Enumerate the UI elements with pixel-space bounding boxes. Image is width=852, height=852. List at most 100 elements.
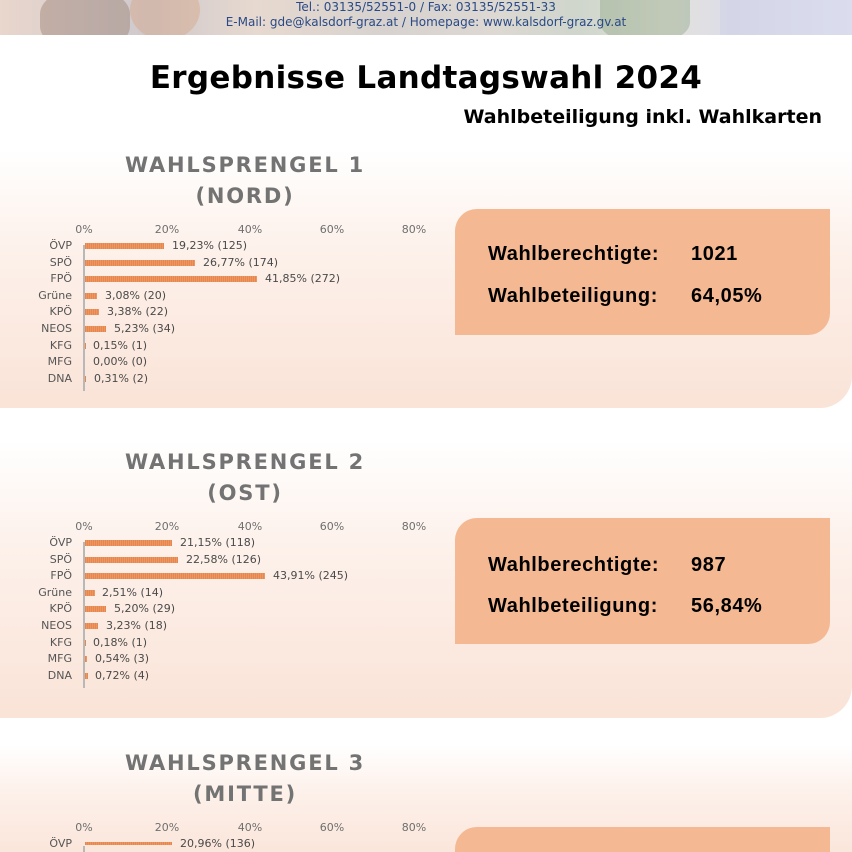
bar-value-label: 3,23% (18) bbox=[106, 619, 168, 632]
axis-tick: 0% bbox=[75, 821, 93, 834]
bar-value-label: 19,23% (125) bbox=[172, 239, 248, 252]
party-label: SPÖ bbox=[49, 255, 72, 269]
bar bbox=[85, 243, 164, 249]
eligible-voters-row: Wahlberechtigte: 1021 bbox=[488, 243, 737, 266]
y-axis-line bbox=[83, 846, 85, 852]
chart-row: SPÖ 22,58% (126) bbox=[0, 552, 440, 569]
axis-tick: 80% bbox=[401, 821, 427, 834]
contact-phone: Tel.: 03135/52551-0 / Fax: 03135/52551-3… bbox=[296, 0, 556, 14]
party-label: ÖVP bbox=[49, 536, 72, 549]
decorative-shape bbox=[600, 0, 690, 35]
bar-value-label: 0,00% (0) bbox=[93, 355, 148, 369]
turnout-row: Wahlbeteiligung: 56,84% bbox=[488, 595, 762, 618]
page-title: Ergebnisse Landtagswahl 2024 bbox=[149, 60, 703, 96]
bar-value-label: 21,15% (118) bbox=[180, 536, 256, 549]
bar bbox=[85, 573, 265, 580]
party-label: SPÖ bbox=[49, 552, 72, 566]
party-label: DNA bbox=[47, 668, 72, 682]
bar bbox=[85, 292, 97, 299]
bar-value-label: 3,38% (22) bbox=[107, 305, 169, 319]
axis-tick: 60% bbox=[319, 821, 345, 834]
party-label: KFG bbox=[49, 635, 72, 649]
axis-tick: 40% bbox=[237, 821, 263, 834]
info-box-1: Wahlberechtigte: 1021 Wahlbeteiligung: 6… bbox=[455, 209, 830, 335]
chart-row: ÖVP 19,23% (125) bbox=[0, 238, 440, 255]
chart-row: KFG 0,15% (1) bbox=[0, 338, 440, 355]
axis-tick: 60% bbox=[319, 520, 345, 533]
chart-row: MFG 0,54% (3) bbox=[0, 651, 440, 668]
section-title-line1: WAHLSPRENGEL 2 bbox=[124, 450, 366, 474]
bar bbox=[85, 639, 86, 646]
axis-tick: 80% bbox=[401, 520, 427, 533]
party-label: MFG bbox=[47, 652, 72, 666]
section-title-line2: (OST) bbox=[207, 481, 283, 505]
party-label: DNA bbox=[47, 371, 72, 385]
chart-row: KPÖ 5,20% (29) bbox=[0, 601, 440, 618]
info-box-3 bbox=[455, 827, 830, 852]
section-title-line2: (NORD) bbox=[195, 184, 295, 208]
eligible-voters-label: Wahlberechtigte: bbox=[488, 554, 660, 576]
bar bbox=[85, 375, 87, 382]
section-title-2: WAHLSPRENGEL 2 (OST) bbox=[95, 447, 395, 509]
header-banner: Tel.: 03135/52551-0 / Fax: 03135/52551-3… bbox=[0, 0, 852, 35]
axis-tick: 0% bbox=[75, 520, 93, 533]
bar bbox=[85, 309, 99, 316]
section-title-1: WAHLSPRENGEL 1 (NORD) bbox=[95, 150, 395, 212]
party-label: MFG bbox=[47, 355, 72, 369]
contact-email: E-Mail: gde@kalsdorf-graz.at / Homepage:… bbox=[225, 15, 627, 29]
bar-chart-1: 0% 20% 40% 60% 80% ÖVP 19,23% (125) SPÖ … bbox=[0, 223, 440, 393]
bar bbox=[85, 342, 86, 349]
eligible-voters-label: Wahlberechtigte: bbox=[488, 243, 660, 265]
bar bbox=[85, 556, 178, 563]
party-label: NEOS bbox=[41, 619, 72, 632]
chart-row: KFG 0,18% (1) bbox=[0, 635, 440, 652]
chart-row: FPÖ 41,85% (272) bbox=[0, 271, 440, 288]
party-label: KFG bbox=[49, 338, 72, 352]
bar bbox=[85, 672, 88, 679]
bar bbox=[85, 540, 172, 546]
party-label: Grüne bbox=[38, 585, 72, 599]
axis-tick: 20% bbox=[154, 821, 180, 834]
axis-tick: 20% bbox=[154, 223, 180, 236]
axis-tick: 40% bbox=[237, 520, 263, 533]
chart-row: MFG 0,00% (0) bbox=[0, 354, 440, 371]
turnout-label: Wahlbeteiligung: bbox=[488, 595, 658, 617]
bar-value-label: 0,54% (3) bbox=[95, 652, 150, 666]
bar-value-label: 0,18% (1) bbox=[93, 635, 148, 649]
section-title-3: WAHLSPRENGEL 3 (MITTE) bbox=[95, 748, 395, 810]
bar bbox=[85, 589, 95, 596]
bar-value-label: 5,20% (29) bbox=[114, 602, 176, 616]
bar-value-label: 3,08% (20) bbox=[105, 288, 167, 302]
info-box-2: Wahlberechtigte: 987 Wahlbeteiligung: 56… bbox=[455, 518, 830, 644]
eligible-voters-value: 1021 bbox=[691, 243, 738, 265]
y-axis-line bbox=[83, 245, 85, 391]
axis-tick: 20% bbox=[154, 520, 180, 533]
chart-row: DNA 0,72% (4) bbox=[0, 668, 440, 685]
turnout-label: Wahlbeteiligung: bbox=[488, 285, 658, 307]
chart-row: NEOS 3,23% (18) bbox=[0, 618, 440, 635]
bar-value-label: 22,58% (126) bbox=[186, 552, 262, 566]
decorative-shape bbox=[130, 0, 200, 35]
bar-value-label: 2,51% (14) bbox=[102, 585, 164, 599]
section-title-line2: (MITTE) bbox=[193, 782, 297, 806]
chart-row: Grüne 3,08% (20) bbox=[0, 288, 440, 305]
axis-tick: 60% bbox=[319, 223, 345, 236]
bar-value-label: 0,72% (4) bbox=[95, 668, 150, 682]
chart-row: ÖVP 20,96% (136) bbox=[0, 836, 440, 852]
chart-row: NEOS 5,23% (34) bbox=[0, 321, 440, 338]
chart-row: DNA 0,31% (2) bbox=[0, 371, 440, 388]
bar-chart-2: 0% 20% 40% 60% 80% ÖVP 21,15% (118) SPÖ … bbox=[0, 520, 440, 690]
party-label: KPÖ bbox=[49, 602, 72, 616]
bar-value-label: 43,91% (245) bbox=[273, 569, 349, 583]
chart-row: SPÖ 26,77% (174) bbox=[0, 255, 440, 272]
chart-row: FPÖ 43,91% (245) bbox=[0, 568, 440, 585]
bar-value-label: 41,85% (272) bbox=[265, 272, 341, 286]
party-label: NEOS bbox=[41, 322, 72, 335]
bar-chart-3: 0% 20% 40% 60% 80% ÖVP 20,96% (136) bbox=[0, 821, 440, 852]
bar-value-label: 20,96% (136) bbox=[180, 837, 256, 850]
chart-row: ÖVP 21,15% (118) bbox=[0, 535, 440, 552]
bar-value-label: 0,31% (2) bbox=[94, 371, 149, 385]
axis-tick: 40% bbox=[237, 223, 263, 236]
turnout-value: 56,84% bbox=[691, 595, 763, 617]
party-label: FPÖ bbox=[50, 272, 72, 286]
